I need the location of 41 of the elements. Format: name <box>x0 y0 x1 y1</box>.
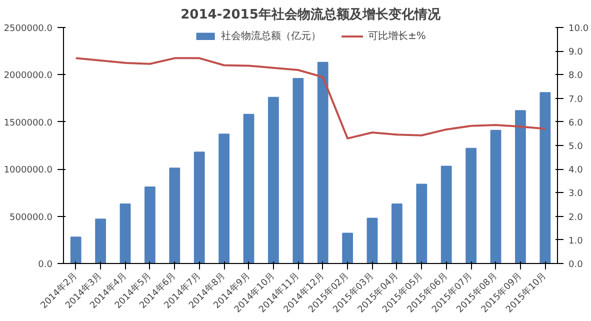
bar <box>95 218 106 264</box>
bar <box>169 168 180 264</box>
bar <box>540 92 551 264</box>
y2-tick-label: 8.0 <box>568 71 584 82</box>
line-series <box>74 57 546 140</box>
bar <box>392 204 402 264</box>
y-tick-label: 0.0 <box>38 260 53 270</box>
bar <box>366 218 378 264</box>
bar <box>342 232 353 264</box>
y-tick-label: 500000.0 <box>10 212 53 223</box>
bar <box>243 114 254 264</box>
y-tick-label: 2000000.0 <box>4 71 53 82</box>
bar <box>218 134 230 264</box>
bar <box>490 130 502 264</box>
bar <box>466 148 476 264</box>
y-tick-label: 1000000.0 <box>4 166 53 176</box>
y2-tick-label: 2.0 <box>568 212 584 223</box>
bar <box>194 152 205 264</box>
bar <box>317 62 328 264</box>
y2-tick-label: 7.0 <box>568 94 584 105</box>
y2-tick-label: 4.0 <box>568 166 584 176</box>
y2-tick-label: 0.0 <box>568 260 584 270</box>
y2-tick-label: 9.0 <box>568 48 584 58</box>
y-tick-label: 1500000.0 <box>4 118 53 128</box>
legend-label: 可比增长±% <box>368 30 426 43</box>
y-tick-label: 2500000.0 <box>4 24 53 34</box>
y2-tick-label: 10.0 <box>568 24 589 34</box>
bar <box>268 96 279 264</box>
bar <box>144 186 156 264</box>
legend-label: 社会物流总额（亿元） <box>221 30 322 43</box>
y2-tick-label: 3.0 <box>568 189 584 200</box>
y2-tick-label: 1.0 <box>568 236 584 246</box>
bar <box>292 78 304 264</box>
bar <box>70 236 82 264</box>
bar <box>515 110 526 264</box>
y2-tick-label: 6.0 <box>568 118 584 128</box>
bar <box>440 166 452 264</box>
y2-tick-label: 5.0 <box>568 142 584 152</box>
bar <box>120 204 131 264</box>
chart-title: 2014-2015年社会物流总额及增长变化情况 <box>180 6 442 22</box>
bar <box>416 184 428 264</box>
